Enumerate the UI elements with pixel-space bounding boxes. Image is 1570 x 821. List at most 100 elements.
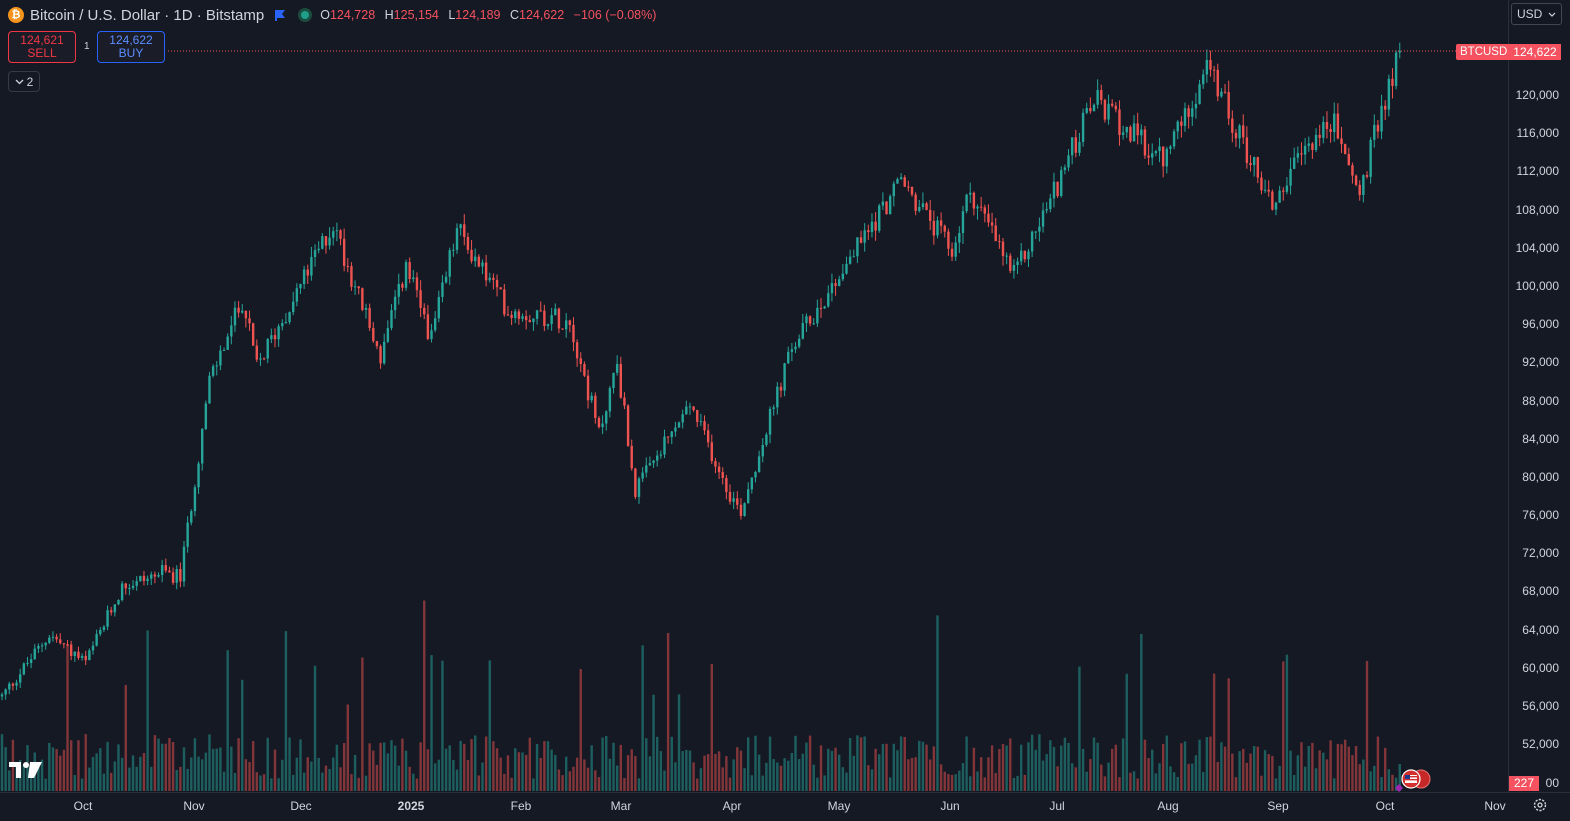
candle-body (29, 659, 33, 663)
volume-bar (856, 735, 859, 791)
volume-bar (827, 748, 830, 791)
volume-bar (459, 740, 462, 791)
volume-bar (292, 774, 295, 791)
candle-body (1216, 69, 1219, 97)
volume-bar (939, 764, 943, 791)
candle-body (33, 648, 36, 660)
time-tick-label: Jul (1049, 799, 1065, 813)
currency-select[interactable]: USD (1511, 3, 1562, 25)
time-tick-label: Jun (940, 799, 960, 813)
volume-bar (186, 768, 189, 791)
candle-body (91, 645, 95, 651)
market-status-icon[interactable] (298, 8, 313, 22)
volume-bar (171, 741, 175, 791)
candlestick-plot[interactable] (0, 0, 1508, 792)
candle-body (929, 209, 932, 221)
volume-bar (929, 759, 932, 791)
volume-bar (721, 767, 724, 791)
volume-bar (135, 766, 138, 791)
candle-body (1365, 175, 1369, 177)
volume-bar (466, 759, 470, 791)
indicators-toggle-button[interactable]: 2 (8, 71, 40, 92)
volume-bar (55, 749, 58, 791)
volume-bar (907, 759, 910, 791)
price-chart[interactable] (0, 0, 1508, 792)
time-tick-label: Sep (1267, 799, 1289, 813)
volume-bar (1362, 759, 1365, 791)
volume-bar (175, 769, 178, 791)
candle-body (983, 207, 986, 214)
candle-body (1129, 126, 1132, 142)
candle-body (77, 651, 80, 658)
price-tick-label: 64,000 (1522, 622, 1559, 637)
volume-bar (1307, 745, 1310, 791)
volume-bar (270, 778, 273, 791)
volume-bar (22, 764, 26, 791)
volume-bar (714, 753, 717, 791)
candle-body (739, 504, 743, 516)
candle-body (1132, 123, 1136, 142)
candle-body (612, 372, 615, 389)
candle-body (1020, 250, 1023, 262)
volume-bar (441, 660, 444, 791)
candle-body (342, 238, 346, 266)
price-axis[interactable]: 120,000 116,000 112,000 108,000 104,000 100,0… (1508, 0, 1570, 792)
time-axis[interactable]: Oct Nov Dec 2025 Feb Mar Apr May Jun Jul Aug Sep Oct… (0, 792, 1570, 821)
candle-body (4, 689, 7, 695)
sell-button[interactable]: 124,621 SELL (8, 31, 76, 63)
candle-body (128, 588, 131, 590)
candle-body (328, 237, 331, 246)
volume-bar (1238, 751, 1241, 791)
buy-button[interactable]: 124,622 BUY (97, 31, 165, 63)
volume-bar (1063, 737, 1067, 791)
volume-bar (1023, 774, 1027, 791)
candle-body (674, 427, 677, 432)
volume-bar (539, 757, 542, 791)
candle-body (40, 645, 44, 647)
volume-bar (921, 741, 925, 791)
candle-body (514, 311, 517, 318)
candle-body (310, 257, 313, 276)
volume-bar (838, 754, 841, 791)
volume-bar (8, 770, 11, 791)
volume-bar (736, 747, 739, 791)
candle-body (492, 277, 495, 280)
candle-body (728, 491, 732, 502)
volume-bar (994, 773, 997, 791)
candle-body (146, 578, 149, 582)
candle-body (364, 307, 368, 310)
volume-bar (608, 758, 612, 791)
candle-body (1005, 255, 1008, 257)
volume-bar (1038, 734, 1041, 791)
candle-body (907, 186, 910, 188)
candle-body (306, 269, 309, 276)
gear-icon[interactable] (1532, 797, 1548, 813)
symbol-title[interactable]: Bitcoin / U.S. Dollar · 1D · Bitstamp (30, 6, 265, 24)
volume-bar (1216, 761, 1219, 791)
volume-bar (1041, 760, 1045, 791)
volume-bar (998, 749, 1001, 791)
volume-bar (863, 736, 866, 791)
candle-body (1340, 138, 1343, 145)
volume-bar (1274, 778, 1278, 791)
candle-body (481, 262, 484, 267)
candle-body (874, 221, 877, 231)
flag-icon[interactable] (274, 9, 286, 21)
volume-bar (26, 745, 29, 791)
candle-body (794, 346, 797, 350)
candle-body (1296, 153, 1300, 158)
volume-bar (40, 759, 44, 791)
candle-body (430, 330, 433, 339)
candle-body (634, 468, 637, 497)
volume-bar (1027, 742, 1030, 791)
candle-body (845, 263, 848, 274)
volume-bar (878, 754, 881, 791)
volume-bar (503, 773, 506, 791)
candle-body (499, 287, 502, 290)
volume-bar (142, 753, 146, 791)
volume-bar (153, 735, 157, 791)
volume-bar (1227, 678, 1230, 791)
economic-events-icon[interactable] (1393, 768, 1433, 792)
tradingview-logo-icon[interactable] (9, 760, 43, 780)
candle-body (1027, 251, 1030, 260)
